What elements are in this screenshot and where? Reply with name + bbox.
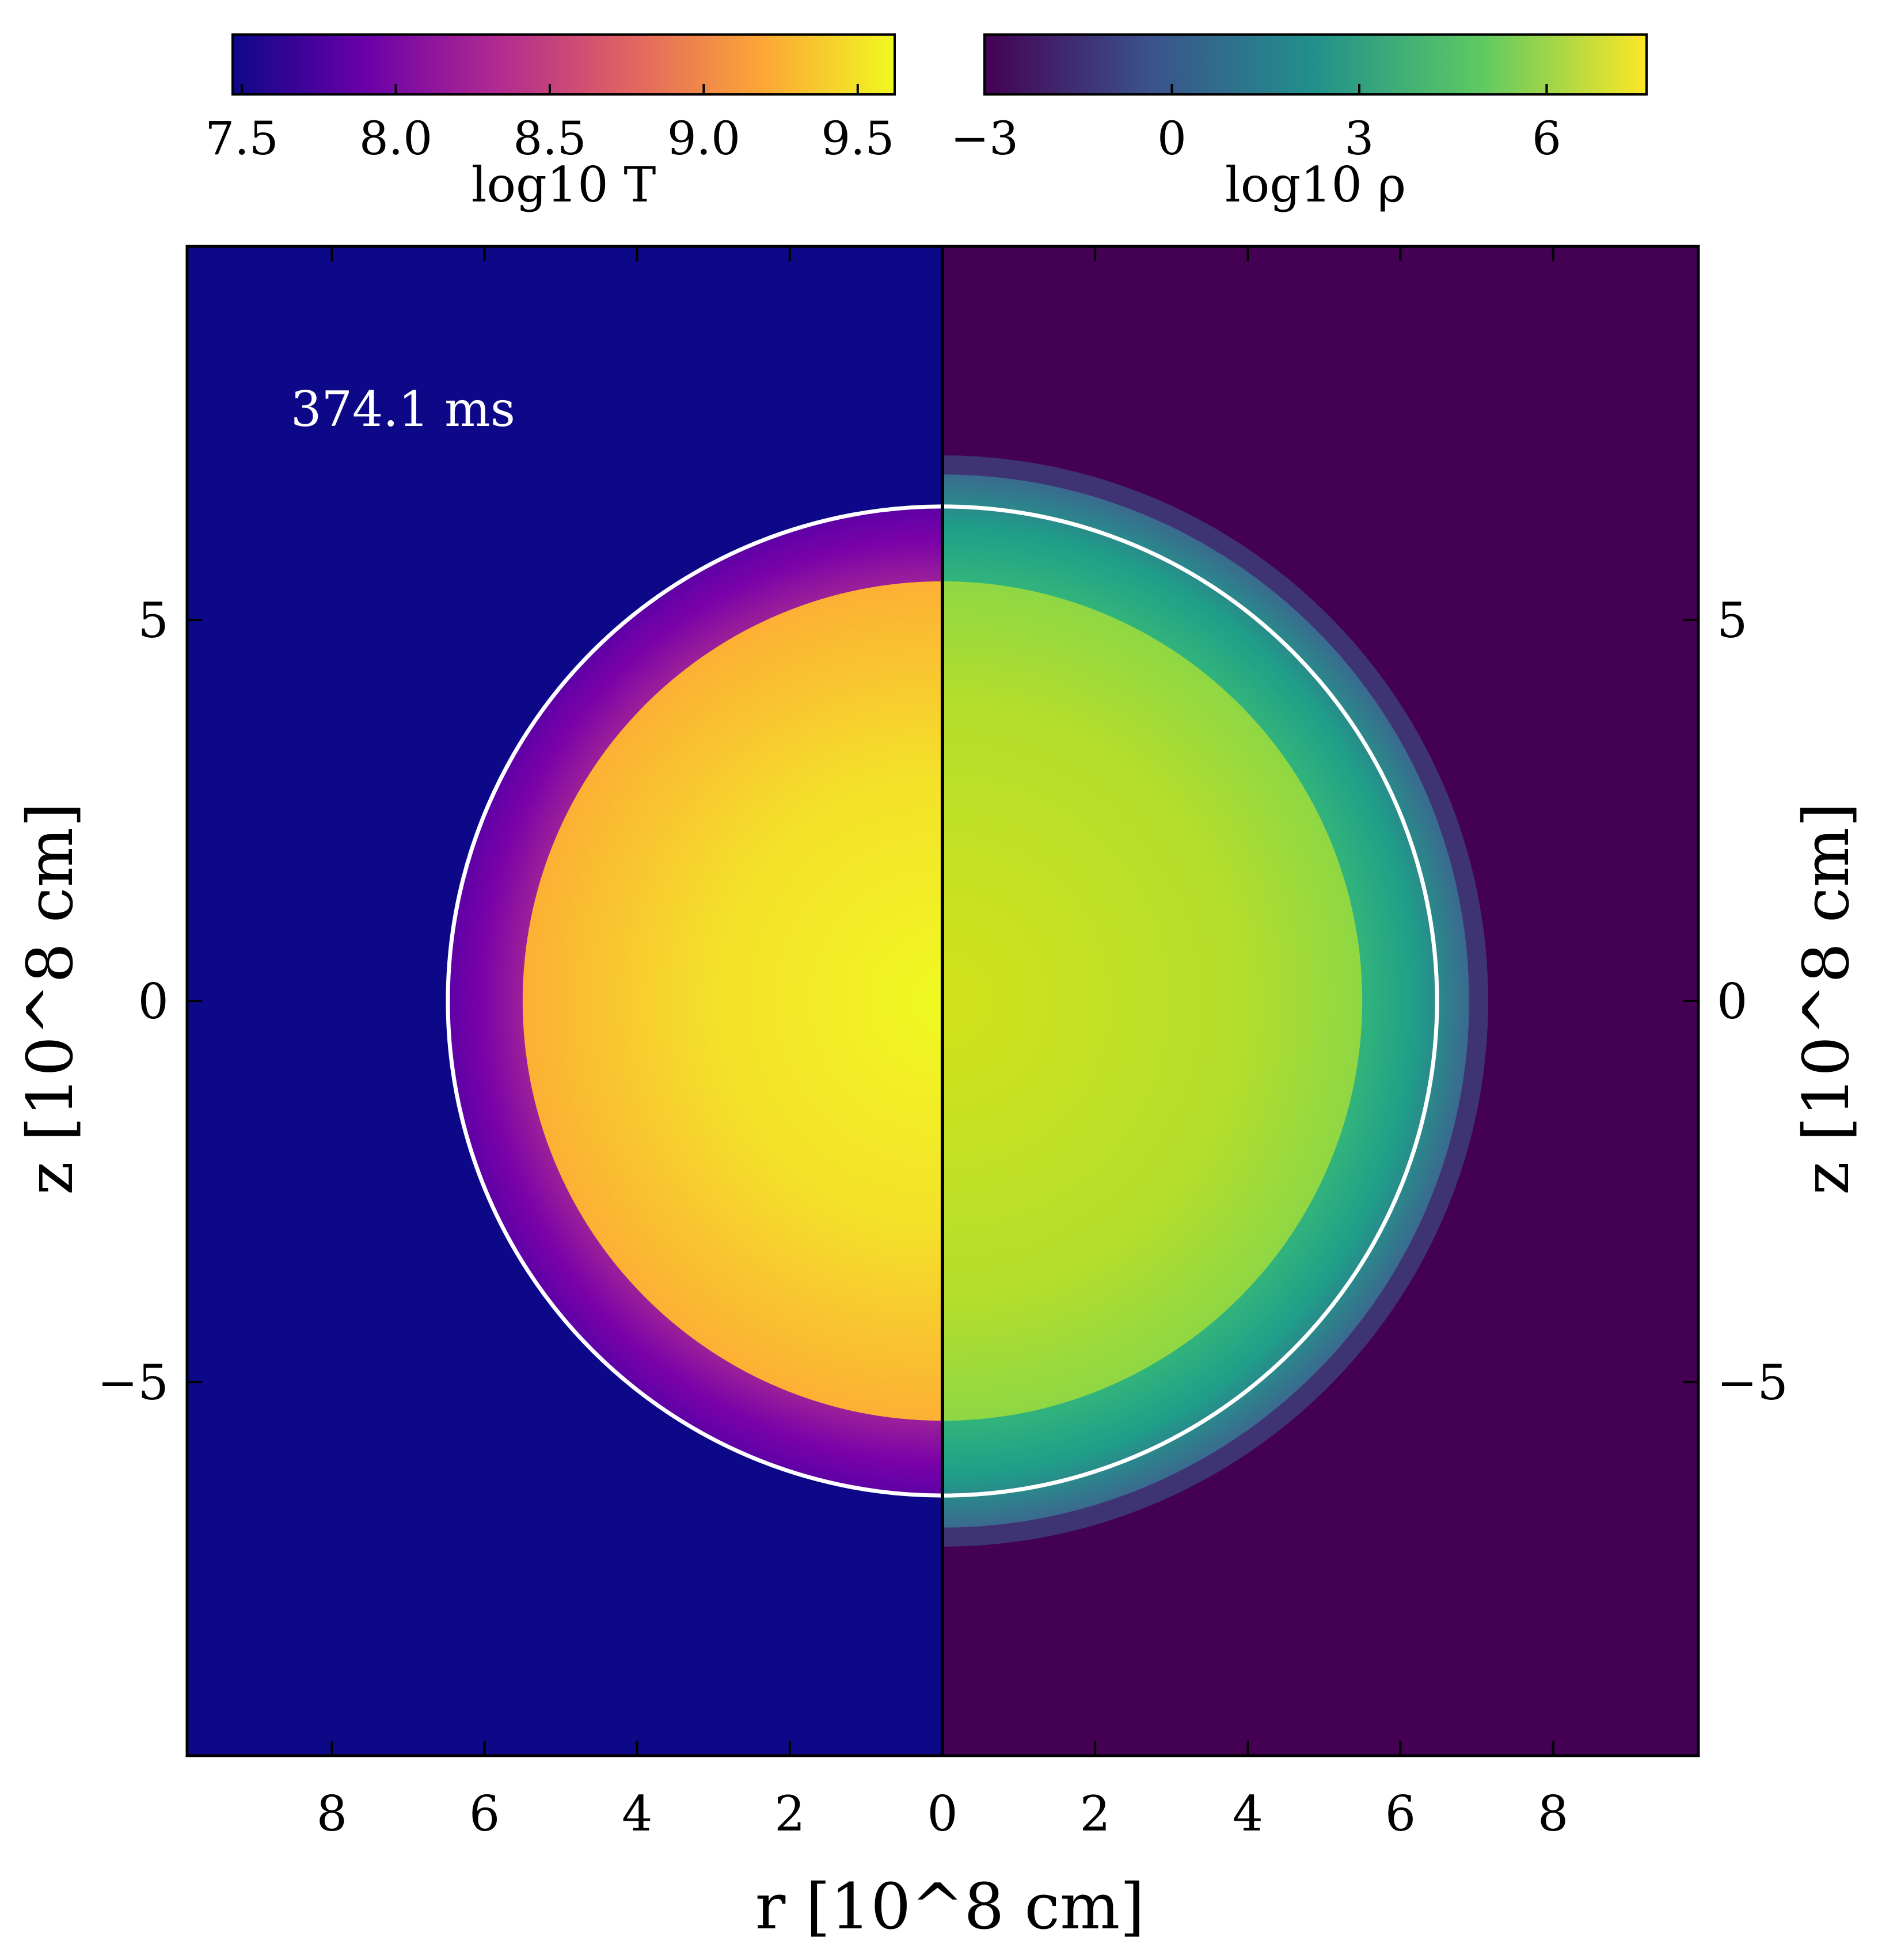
y-tick-label-right: 5 [1717, 592, 1747, 649]
colorbar-tick-label: 9.5 [821, 112, 894, 165]
colorbar-density-ticks: −3 0 3 6 [951, 84, 1561, 165]
colorbar-density: −3 0 3 6 log10 ρ [951, 33, 1648, 213]
x-tick-label: 4 [1233, 1786, 1263, 1842]
colorbar-tick-label: 8.5 [513, 112, 586, 165]
y-tick-label-left: 5 [138, 592, 169, 649]
colorbar-tick-label: 6 [1532, 112, 1561, 165]
y-tick-label-left: 0 [138, 973, 169, 1030]
x-tick-label: 6 [469, 1786, 500, 1842]
time-label: 374.1 ms [291, 381, 515, 437]
colorbar-temperature-ticks: 7.5 8.0 8.5 9.0 9.5 [205, 84, 894, 165]
x-tick-label: 4 [622, 1786, 652, 1842]
colorbar-temperature-bar [231, 33, 896, 96]
x-tick-label: 8 [1538, 1786, 1568, 1842]
x-axis-label: r [10^8 cm] [755, 1870, 1145, 1943]
x-tick-label: 2 [774, 1786, 805, 1842]
colorbar-temperature-label: log10 T [472, 157, 656, 213]
colorbar-tick-label: 7.5 [205, 112, 278, 165]
colorbar-tick-label: −3 [951, 112, 1018, 165]
y-axis-label-right: z [10^8 cm] [1789, 802, 1863, 1195]
colorbar-density-label: log10 ρ [1225, 157, 1406, 213]
temperature-half [187, 246, 942, 1756]
colorbar-temperature: 7.5 8.0 8.5 9.0 9.5 log10 T [205, 33, 896, 213]
x-tick-label: 6 [1385, 1786, 1416, 1842]
colorbar-tick-label: 9.0 [667, 112, 740, 165]
colorbar-tick-label: 8.0 [359, 112, 432, 165]
colorbar-density-bar [983, 33, 1648, 96]
y-tick-label-right: −5 [1717, 1354, 1788, 1411]
colorbar-tick-label: 3 [1344, 112, 1374, 165]
density-core [942, 581, 1362, 1421]
axis-ticks: 8 6 4 2 0 2 4 6 8 5 5 0 0 −5 −5 [97, 246, 1788, 1842]
x-tick-label: 0 [927, 1786, 957, 1842]
colorbar-tick-label: 0 [1157, 112, 1187, 165]
x-tick-label: 2 [1079, 1786, 1110, 1842]
y-tick-label-right: 0 [1717, 973, 1747, 1030]
plot-area: 8 6 4 2 0 2 4 6 8 5 5 0 0 −5 −5 374.1 ms [97, 245, 1788, 1842]
y-axis-label-left: z [10^8 cm] [13, 802, 87, 1195]
y-tick-label-left: −5 [97, 1354, 169, 1411]
temperature-core [523, 581, 942, 1421]
density-half [942, 246, 1698, 1756]
x-tick-label: 8 [317, 1786, 347, 1842]
